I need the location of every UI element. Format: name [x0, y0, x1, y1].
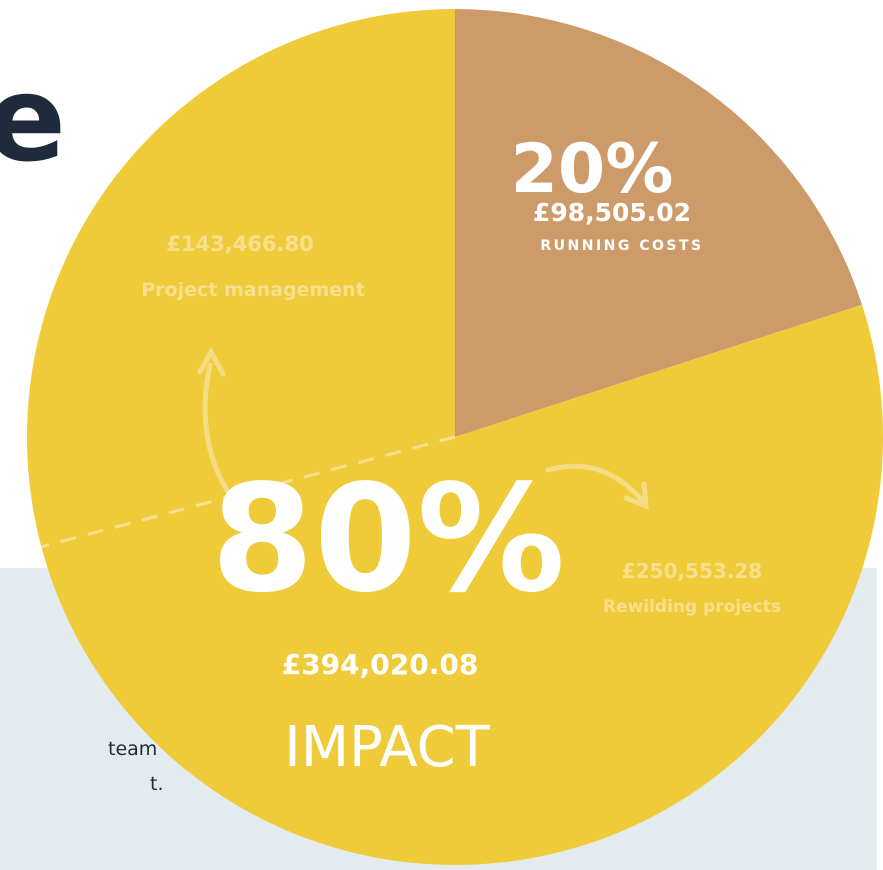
breakdown-divider	[40, 435, 456, 549]
category-label: RUNNING COSTS	[540, 238, 703, 254]
pie	[26, 9, 883, 866]
breakdown-name: Rewilding projects	[603, 597, 781, 617]
amount-label: £394,020.08	[282, 648, 479, 681]
pie-slice	[455, 9, 863, 437]
value-label: 80%	[211, 453, 565, 625]
value-label: 20%	[511, 130, 674, 209]
arrow	[545, 463, 645, 503]
body-text: t.	[150, 773, 164, 795]
arrow-head	[623, 481, 649, 510]
body-text: team	[108, 738, 157, 760]
amount-label: £98,505.02	[533, 198, 691, 227]
arrow-head	[197, 346, 226, 377]
arrows	[197, 346, 649, 510]
breakdown-name: Project management	[141, 279, 364, 301]
category-label: IMPACT	[284, 715, 490, 780]
arrow	[202, 362, 231, 495]
heading-fragment: e	[0, 50, 66, 188]
breakdown-amount: £143,466.80	[166, 232, 313, 256]
breakdown-amount: £250,553.28	[622, 559, 762, 583]
